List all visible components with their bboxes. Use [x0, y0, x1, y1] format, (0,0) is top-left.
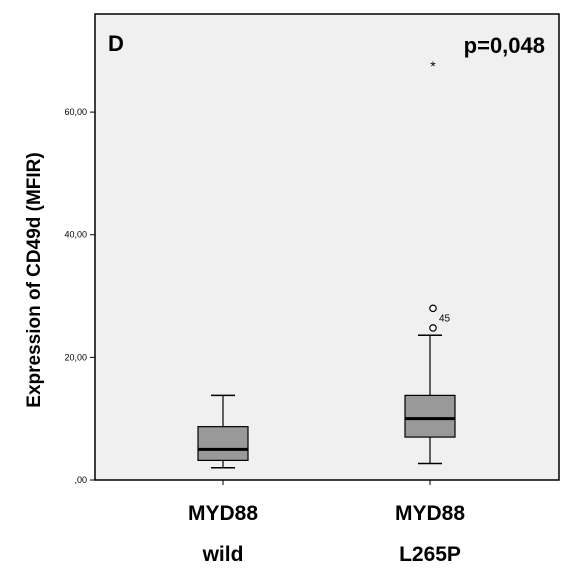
outlier-label: 45 — [439, 313, 451, 324]
outlier-point — [429, 324, 437, 332]
x-tick-label: MYD88 — [395, 502, 465, 525]
y-tick-label: 40,00 — [64, 230, 87, 240]
x-tick-label: wild — [202, 543, 244, 566]
box-group — [197, 394, 249, 469]
y-axis-label: Expression of CD49d (MFIR) — [24, 152, 45, 407]
x-tick-label: L265P — [399, 543, 461, 566]
iqr-box — [197, 426, 249, 461]
x-tick-label: MYD88 — [188, 502, 258, 525]
p-value-annotation: p=0,048 — [464, 33, 545, 58]
plot-area — [94, 13, 560, 481]
panel-label: D — [108, 31, 124, 56]
axis-layer: ,00 20,00 40,00 60,00 MYD88 wild MYD88 L265P — [64, 107, 465, 566]
y-tick-label: 20,00 — [64, 352, 87, 362]
iqr-box — [404, 394, 456, 438]
y-tick-label: ,00 — [74, 475, 87, 485]
box-group: 45 * — [404, 58, 456, 465]
outlier-point — [429, 304, 437, 313]
extreme-outlier-star: * — [430, 58, 436, 74]
y-tick-label: 60,00 — [64, 107, 87, 117]
box-layer: 45 * — [197, 58, 456, 469]
